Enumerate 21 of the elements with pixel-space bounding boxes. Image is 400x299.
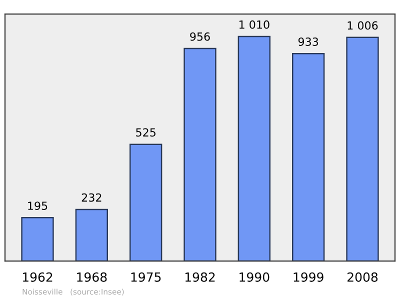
bar bbox=[292, 52, 325, 262]
x-tick-label: 1999 bbox=[294, 272, 324, 282]
bar bbox=[238, 36, 270, 262]
data-label: 1 010 bbox=[239, 20, 270, 29]
data-label: 956 bbox=[190, 32, 210, 41]
x-tick-label: 1968 bbox=[77, 272, 107, 282]
data-label: 933 bbox=[298, 38, 318, 46]
x-tick-label: 2008 bbox=[348, 272, 378, 282]
bar bbox=[75, 208, 108, 262]
bar bbox=[184, 48, 216, 262]
data-label: 1 006 bbox=[348, 21, 378, 30]
bar bbox=[130, 144, 162, 262]
bar bbox=[346, 36, 379, 262]
data-label: 195 bbox=[28, 202, 48, 210]
x-tick-label: 1990 bbox=[240, 272, 270, 282]
bar bbox=[21, 217, 54, 262]
data-label: 525 bbox=[136, 128, 156, 137]
x-tick-label: 1982 bbox=[185, 272, 215, 282]
x-tick-label: 1962 bbox=[22, 272, 52, 282]
x-tick-label: 1975 bbox=[131, 272, 161, 282]
data-label: 232 bbox=[82, 193, 102, 202]
